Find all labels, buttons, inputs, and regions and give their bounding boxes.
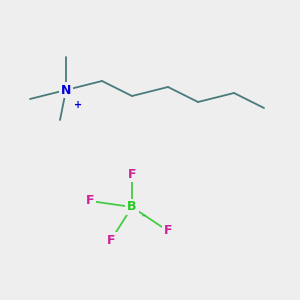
Text: F: F (128, 167, 136, 181)
Text: F: F (107, 233, 115, 247)
Text: -: - (142, 211, 146, 221)
Text: F: F (86, 194, 94, 208)
Text: N: N (61, 83, 71, 97)
Text: B: B (127, 200, 137, 214)
Text: +: + (74, 100, 82, 110)
Text: F: F (164, 224, 172, 238)
